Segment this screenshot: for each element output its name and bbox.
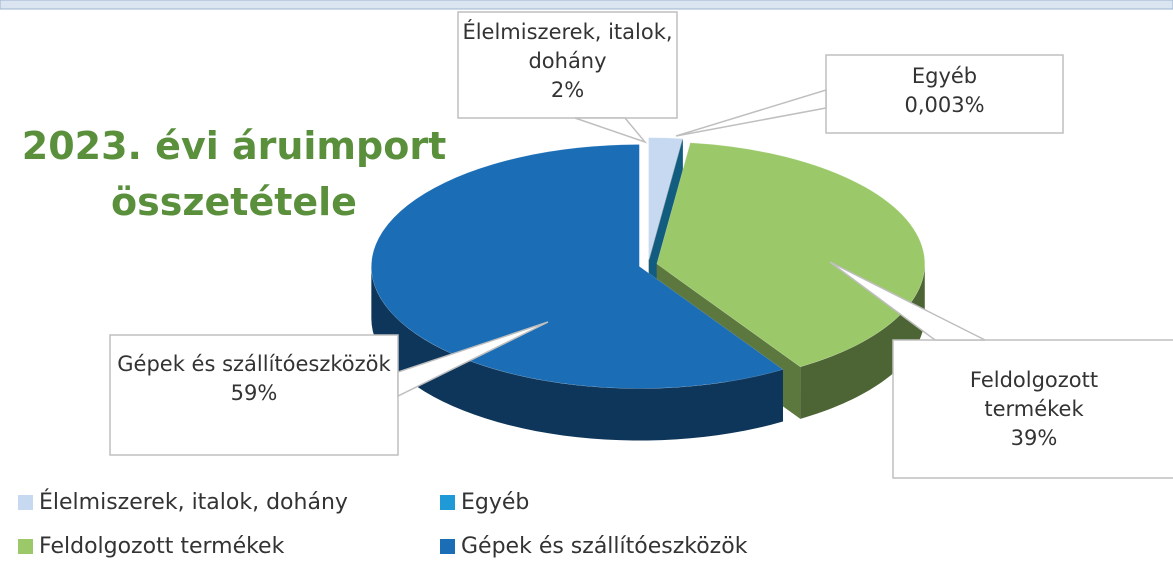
callout-box bbox=[109, 334, 399, 456]
legend-label: Feldolgozott termékek bbox=[39, 534, 285, 559]
slice bbox=[648, 137, 683, 260]
legend-swatch bbox=[440, 539, 455, 554]
label-value: 59% bbox=[230, 381, 278, 405]
label-value: 2% bbox=[550, 78, 585, 102]
legend-label: Élelmiszerek, italok, dohány bbox=[39, 490, 348, 515]
slice bbox=[656, 142, 926, 368]
top-band bbox=[0, 0, 1173, 10]
data-label: Élelmiszerek, italok, dohány 2% bbox=[460, 18, 675, 105]
pie bbox=[371, 137, 926, 441]
legend-label: Egyéb bbox=[461, 490, 530, 515]
slice-side bbox=[371, 266, 783, 441]
legend-swatch bbox=[18, 495, 33, 510]
label-value: 0,003% bbox=[904, 93, 985, 117]
legend-item: Gépek és szállítóeszközök bbox=[440, 534, 747, 559]
data-label: Egyéb 0,003% bbox=[828, 62, 1061, 120]
data-label: Gépek és szállítóeszközök 59% bbox=[112, 350, 396, 408]
legend-item: Egyéb bbox=[440, 490, 529, 515]
chart-title: 2023. évi áruimport összetétele bbox=[21, 124, 447, 224]
label-value: 39% bbox=[1010, 426, 1058, 450]
data-label: Feldolgozott termékek 39% bbox=[920, 366, 1148, 453]
callouts bbox=[109, 11, 1173, 479]
callout-box bbox=[457, 11, 678, 119]
legend-item: Élelmiszerek, italok, dohány bbox=[18, 490, 348, 515]
label-category: Feldolgozott termékek bbox=[969, 368, 1099, 421]
label-category: Élelmiszerek, italok, dohány bbox=[462, 20, 673, 73]
label-category: Gépek és szállítóeszközök bbox=[117, 352, 391, 376]
callout-box bbox=[825, 54, 1064, 134]
callout-pointer bbox=[675, 88, 827, 137]
callout-pointer bbox=[397, 321, 549, 398]
legend-swatch bbox=[440, 495, 455, 510]
legend-label: Gépek és szállítóeszközök bbox=[461, 534, 748, 559]
slice-side bbox=[800, 263, 925, 419]
slice bbox=[371, 144, 784, 389]
legend-swatch bbox=[18, 539, 33, 554]
legend-item: Feldolgozott termékek bbox=[18, 534, 284, 559]
callout-pointer bbox=[829, 261, 986, 341]
callout-cover bbox=[393, 56, 1173, 454]
callout-box bbox=[892, 339, 1173, 479]
label-category: Egyéb bbox=[911, 64, 978, 88]
callout-pointer bbox=[574, 117, 648, 144]
slice bbox=[648, 138, 684, 260]
